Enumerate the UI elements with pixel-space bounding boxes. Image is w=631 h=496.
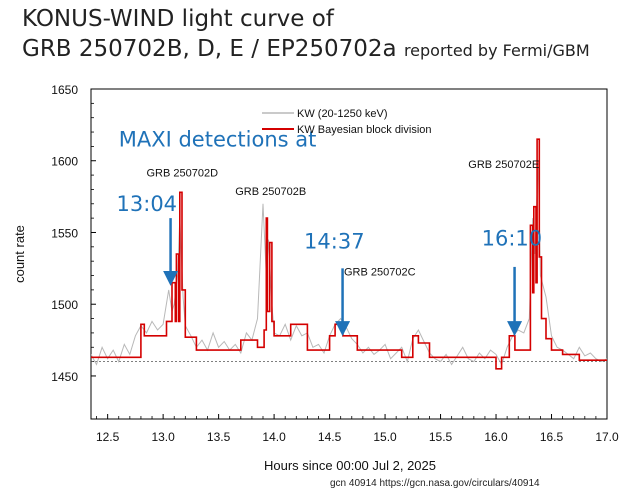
title-reporter: reported by Fermi/GBM [403,41,590,60]
x-tick-label: 13.0 [151,430,175,444]
x-tick-label: 15.0 [373,430,397,444]
maxi-annotation: 13:04 [117,192,178,216]
y-axis: 1450 1500 1550 1600 1650 [51,83,96,384]
grb-label: GRB 250702E [468,159,539,171]
x-tick-label: 17.0 [595,430,619,444]
grb-label: GRB 250702D [146,168,218,180]
x-tick-label: 13.5 [207,430,231,444]
maxi-arrows [163,218,523,337]
source-footer: gcn 40914 https://gcn.nasa.gov/circulars… [330,478,540,489]
grb-label: GRB 250702B [235,186,306,198]
plot-frame [90,88,608,420]
title-grb-list: GRB 250702B, D, E / EP250702a [22,36,397,62]
title-line-2: GRB 250702B, D, E / EP250702a reported b… [22,36,590,62]
y-tick-label: 1600 [51,155,78,169]
annotations: GRB 250702D GRB 250702B GRB 250702C GRB 250… [117,127,543,278]
maxi-annotation: 14:37 [304,229,365,253]
y-tick-label: 1650 [51,83,78,97]
y-tick-label: 1500 [51,298,78,312]
legend-label-raw: KW (20-1250 keV) [297,108,387,120]
y-axis-label: count rate [12,225,27,283]
x-tick-label: 16.0 [484,430,508,444]
x-tick-label: 14.5 [318,430,342,444]
x-axis-label: Hours since 00:00 Jul 2, 2025 [264,458,436,473]
y-tick-label: 1550 [51,226,78,240]
legend: KW (20-1250 keV) KW Bayesian block divis… [262,108,432,136]
title-line-1: KONUS-WIND light curve of [22,6,334,32]
legend-label-blocks: KW Bayesian block division [297,124,432,136]
x-tick-label: 16.5 [540,430,564,444]
y-tick-label: 1450 [51,370,78,384]
x-tick-label: 12.5 [96,430,120,444]
maxi-annotation: MAXI detections at [119,127,317,151]
grb-label: GRB 250702C [344,267,416,279]
x-axis: 12.5 13.0 13.5 14.0 14.5 15.0 15.5 16.0 16.5 17.0 [96,414,619,444]
x-tick-label: 14.0 [262,430,286,444]
x-tick-label: 15.5 [429,430,453,444]
maxi-annotation: 16:10 [482,226,543,250]
